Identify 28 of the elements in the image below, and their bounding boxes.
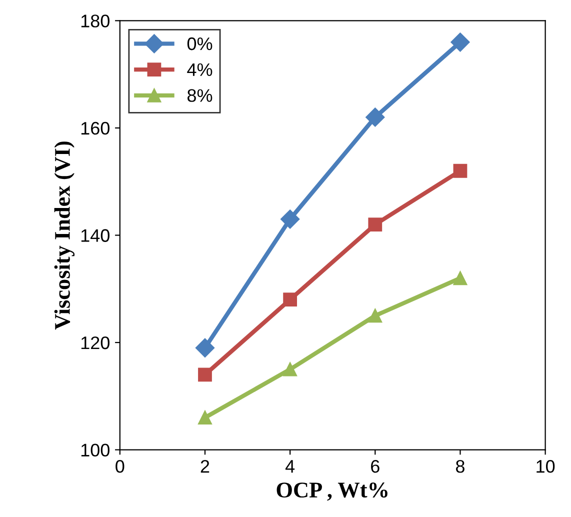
point: [366, 108, 385, 127]
x-axis-title: OCP , Wt%: [276, 482, 388, 501]
point: [453, 271, 468, 286]
point: [453, 164, 468, 178]
point: [283, 362, 298, 376]
point: [368, 218, 382, 232]
point: [198, 410, 212, 425]
y-tick-label: 120: [81, 336, 110, 350]
x-tick-label: 10: [536, 460, 555, 473]
x-tick-label: 0: [116, 460, 124, 473]
x-tick-label: 4: [285, 460, 295, 473]
point: [198, 368, 212, 382]
y-tick-label: 180: [81, 14, 110, 28]
point: [368, 308, 382, 323]
y-tick-label: 100: [81, 444, 110, 457]
legend-label: 0%: [187, 37, 212, 50]
y-tick-label: 160: [81, 122, 110, 135]
legend-label: 8%: [188, 89, 212, 102]
point: [280, 210, 300, 229]
point: [195, 338, 215, 358]
x-tick-label: 6: [371, 460, 380, 473]
y-tick-label: 140: [81, 229, 110, 242]
point: [450, 32, 470, 52]
point: [283, 292, 298, 307]
y-axis-title: Viscosity Index (VI): [54, 142, 75, 330]
x-tick-label: 2: [200, 460, 210, 473]
legend-label: 4%: [187, 63, 212, 76]
x-tick-label: 8: [456, 460, 464, 473]
